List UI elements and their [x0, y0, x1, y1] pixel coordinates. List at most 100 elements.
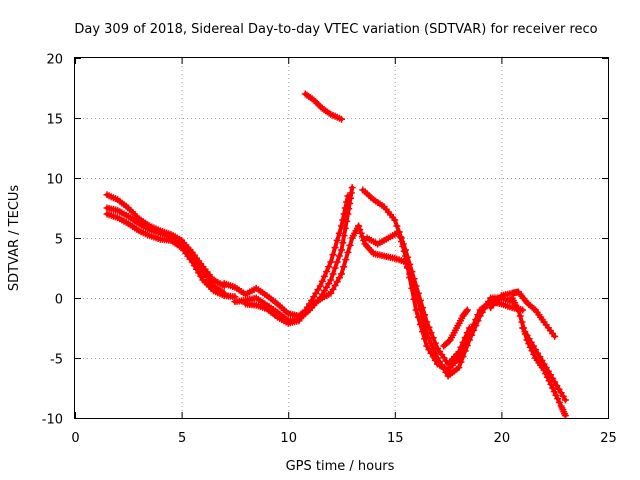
data-point: [427, 329, 435, 337]
data-point: [399, 242, 407, 250]
data-point: [320, 272, 328, 280]
data-point: [338, 115, 345, 123]
data-point: [470, 320, 478, 328]
y-tick-label: 5: [55, 233, 63, 248]
data-point: [555, 385, 563, 393]
data-point: [472, 316, 480, 324]
series-track-11: [440, 306, 471, 350]
data-point: [561, 396, 569, 404]
data-point: [468, 325, 476, 333]
data-point: [314, 286, 322, 294]
data-point: [327, 276, 335, 284]
data-point: [341, 204, 349, 212]
data-point: [561, 412, 569, 420]
data-point: [335, 274, 343, 282]
series-track-12: [487, 288, 559, 340]
data-point: [529, 342, 537, 350]
data-point: [455, 354, 463, 362]
data-point: [429, 344, 437, 352]
data-point: [323, 268, 331, 276]
data-point: [318, 277, 326, 285]
data-point: [544, 367, 552, 375]
data-point: [551, 332, 559, 340]
data-point: [421, 335, 429, 343]
data-point: [525, 335, 533, 343]
data-point: [395, 228, 403, 236]
data-point: [355, 222, 363, 230]
data-point: [308, 296, 316, 304]
data-point: [396, 233, 404, 241]
y-axis-title: SDTVAR / TECUs: [7, 185, 22, 292]
data-point: [327, 258, 335, 266]
data-point: [393, 222, 401, 230]
data-point: [342, 256, 350, 264]
data-point: [338, 246, 345, 254]
data-point: [312, 289, 320, 297]
data-point: [398, 238, 406, 246]
data-point: [341, 224, 349, 232]
data-point: [329, 285, 337, 293]
data-point: [338, 270, 345, 278]
data-point: [316, 282, 324, 290]
data-point: [318, 290, 326, 298]
data-point: [335, 229, 343, 237]
data-point: [356, 226, 364, 234]
data-point: [338, 222, 345, 230]
data-point: [325, 263, 333, 271]
data-point: [416, 320, 424, 328]
data-point: [429, 353, 437, 361]
data-point: [423, 342, 431, 350]
data-point: [306, 300, 313, 308]
data-point: [331, 244, 339, 252]
data-point: [400, 247, 408, 255]
data-point: [431, 356, 439, 364]
data-point: [346, 241, 354, 249]
data-point: [538, 356, 546, 364]
data-point: [325, 280, 333, 288]
data-point: [527, 338, 535, 346]
data-point: [549, 384, 557, 392]
data-point: [427, 349, 435, 357]
data-point: [193, 265, 200, 273]
data-point: [333, 278, 341, 286]
data-point: [195, 269, 203, 277]
data-point: [536, 353, 544, 361]
data-point: [542, 364, 550, 372]
x-tick-label: 20: [494, 431, 511, 446]
data-point: [329, 251, 337, 259]
chart-title: Day 309 of 2018, Sidereal Day-to-day VTE…: [74, 22, 597, 37]
series-track-3: [103, 210, 239, 301]
data-point: [347, 189, 355, 197]
data-point: [457, 358, 465, 366]
data-point: [340, 210, 348, 218]
data-point: [546, 371, 554, 379]
data-point: [340, 263, 348, 271]
data-point: [461, 340, 469, 348]
data-point: [348, 184, 356, 192]
data-point: [465, 330, 473, 338]
data-point: [391, 216, 399, 224]
data-point: [523, 331, 531, 339]
data-point: [540, 360, 548, 368]
plot-frame: [74, 57, 609, 419]
series-track-7: [301, 90, 345, 123]
data-point: [410, 295, 418, 303]
data-point: [339, 239, 347, 247]
series-track-8: [359, 186, 473, 368]
y-tick-label: -10: [42, 413, 63, 428]
data-point: [515, 306, 522, 314]
data-point: [557, 389, 565, 397]
data-point: [427, 340, 435, 348]
data-point: [320, 287, 328, 295]
data-point: [516, 312, 524, 320]
series-track-6: [242, 192, 352, 327]
data-point: [554, 395, 562, 403]
data-point: [425, 346, 433, 354]
data-point: [445, 337, 453, 345]
data-markers: [103, 90, 569, 420]
data-point: [532, 346, 539, 354]
x-tick-label: 0: [71, 431, 79, 446]
y-tick-label: 0: [55, 293, 63, 308]
data-point: [331, 264, 339, 272]
data-point: [534, 349, 542, 357]
